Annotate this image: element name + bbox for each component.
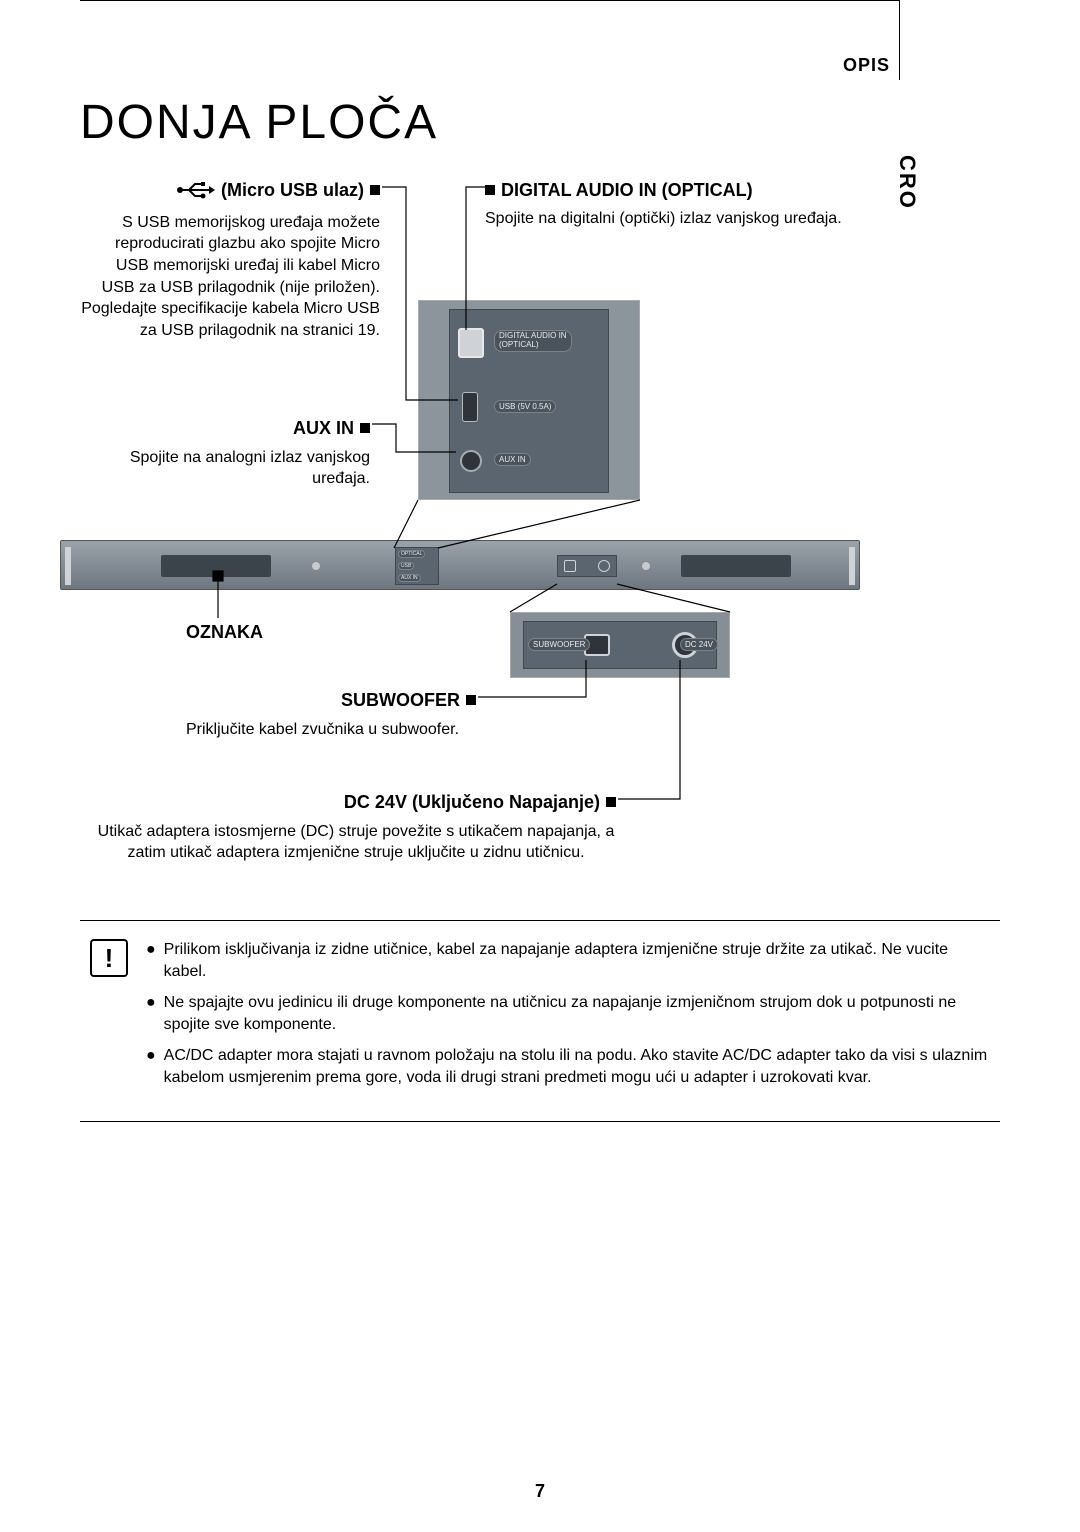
leader-square [370, 185, 380, 195]
callout-optical-body: Spojite na digitalni (optički) izlaz van… [485, 208, 865, 230]
port-label-dc: DC 24V [680, 638, 718, 651]
bullet-icon: ● [146, 1045, 156, 1090]
callout-optical: DIGITAL AUDIO IN (OPTICAL) Spojite na di… [485, 178, 865, 230]
port-label-usb: USB (5V 0.5A) [494, 400, 556, 413]
usb-icon [175, 181, 215, 199]
dark-area [681, 555, 791, 577]
language-tab: CRO [894, 155, 920, 210]
soundbar-diagram: OPTICAL USB AUX IN [60, 540, 860, 590]
callout-optical-heading: DIGITAL AUDIO IN (OPTICAL) [501, 178, 753, 202]
port-label-aux: AUX IN [494, 453, 531, 466]
endcap [65, 547, 71, 585]
mini-dc-port [598, 560, 610, 572]
caution-text: AC/DC adapter mora stajati u ravnom polo… [164, 1045, 990, 1090]
mini-port-cluster: OPTICAL USB AUX IN [395, 547, 439, 585]
leader-square [360, 423, 370, 433]
mini-label: AUX IN [398, 574, 421, 582]
caution-item: ● AC/DC adapter mora stajati u ravnom po… [146, 1045, 990, 1090]
caution-text: Prilikom isključivanja iz zidne utičnice… [164, 939, 990, 984]
port-optical [458, 328, 484, 358]
callout-dc: DC 24V (Uključeno Napajanje) Utikač adap… [96, 790, 616, 864]
leader-square [466, 695, 476, 705]
callout-subwoofer-body: Priključite kabel zvučnika u subwoofer. [186, 719, 476, 741]
caution-item: ● Ne spajajte ovu jedinicu ili druge kom… [146, 992, 990, 1037]
right-rule [899, 0, 900, 80]
mini-sub-cluster [557, 555, 617, 577]
caution-text: Ne spajajte ovu jedinicu ili druge kompo… [164, 992, 990, 1037]
leader-square [485, 185, 495, 195]
label-area [161, 555, 271, 577]
mini-label: OPTICAL [398, 550, 425, 558]
ports-zoom-inner: DIGITAL AUDIO IN(OPTICAL) USB (5V 0.5A) … [449, 309, 609, 493]
callout-aux: AUX IN Spojite na analogni izlaz vanjsko… [120, 416, 370, 490]
section-label: OPIS [843, 55, 890, 76]
manual-page: OPIS CRO DONJA PLOČA (Micro USB ulaz) S … [0, 0, 1080, 1532]
callout-aux-heading: AUX IN [293, 416, 354, 440]
subwoofer-zoom-panel: SUBWOOFER DC 24V [510, 612, 730, 678]
bullet-icon: ● [146, 992, 156, 1037]
screw-icon [311, 561, 321, 571]
callout-oznaka: OZNAKA [186, 620, 263, 645]
callout-dc-heading: DC 24V (Uključeno Napajanje) [344, 790, 600, 814]
page-title: DONJA PLOČA [80, 95, 438, 150]
callout-oznaka-heading: OZNAKA [186, 620, 263, 644]
port-usb [462, 392, 478, 422]
leader-square [606, 797, 616, 807]
callout-subwoofer: SUBWOOFER Priključite kabel zvučnika u s… [186, 688, 476, 740]
callout-usb-heading: (Micro USB ulaz) [221, 178, 364, 202]
bullet-icon: ● [146, 939, 156, 984]
callout-dc-body: Utikač adaptera istosmjerne (DC) struje … [96, 821, 616, 864]
page-number: 7 [0, 1481, 1080, 1502]
mini-label: USB [398, 562, 414, 570]
port-label-subwoofer: SUBWOOFER [528, 638, 590, 651]
subwoofer-zoom-inner: SUBWOOFER DC 24V [523, 621, 717, 669]
caution-list: ● Prilikom isključivanja iz zidne utični… [146, 939, 990, 1097]
callout-aux-body: Spojite na analogni izlaz vanjskog uređa… [120, 447, 370, 490]
port-label-optical: DIGITAL AUDIO IN(OPTICAL) [494, 330, 572, 352]
callout-usb-body: S USB memorijskog uređaja možete reprodu… [80, 212, 380, 342]
endcap [849, 547, 855, 585]
port-aux [460, 450, 482, 472]
ports-zoom-panel: DIGITAL AUDIO IN(OPTICAL) USB (5V 0.5A) … [418, 300, 640, 500]
callout-usb: (Micro USB ulaz) S USB memorijskog uređa… [80, 178, 380, 341]
mini-sub-port [564, 560, 576, 572]
caution-item: ● Prilikom isključivanja iz zidne utični… [146, 939, 990, 984]
caution-box: ! ● Prilikom isključivanja iz zidne utič… [80, 920, 1000, 1122]
screw-icon [641, 561, 651, 571]
top-rule [80, 0, 900, 1]
caution-icon: ! [90, 939, 128, 977]
callout-subwoofer-heading: SUBWOOFER [341, 688, 460, 712]
